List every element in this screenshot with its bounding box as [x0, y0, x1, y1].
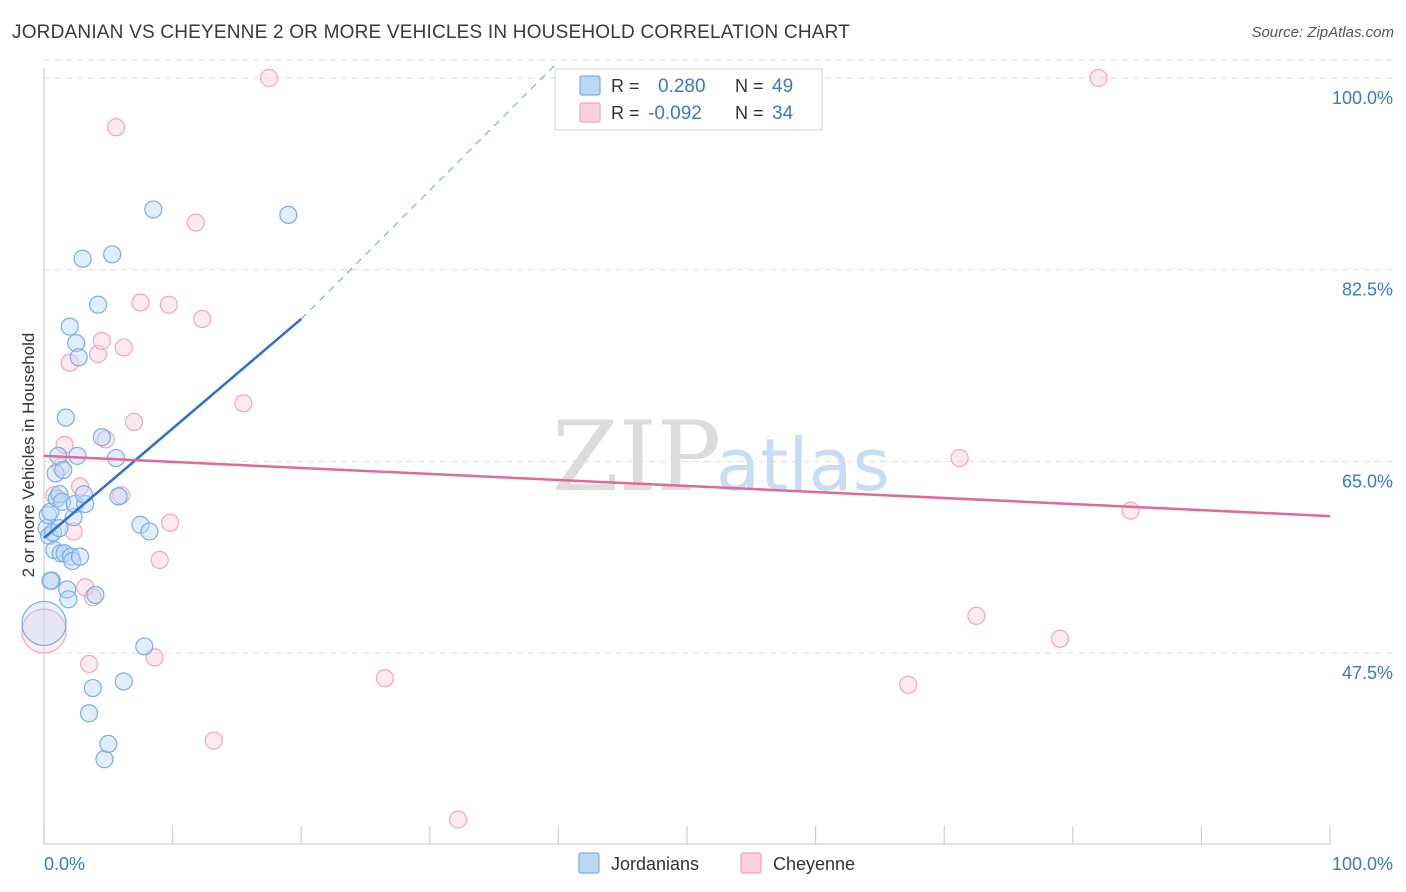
legend-n-value-jordanians: 49	[772, 76, 793, 97]
cheyenne-point-28	[448, 810, 468, 829]
x-tick-label-100: 100.0%	[1332, 854, 1393, 874]
cheyenne-point-21	[160, 513, 180, 532]
cheyenne-point-29	[899, 675, 918, 694]
legend-r-label-cheyenne: R =	[611, 103, 640, 123]
gridlines	[43, 59, 1393, 844]
y-axis-label: 2 or more Vehicles in Household	[19, 333, 38, 578]
jordanians-points	[21, 200, 298, 769]
cheyenne-point-4	[60, 353, 79, 372]
jordanians-point-22	[64, 508, 83, 527]
jordanians-point-30	[83, 678, 102, 698]
cheyenne-point-27	[375, 669, 394, 688]
y-tick-label-2: 82.5%	[1342, 280, 1393, 300]
jordanians-point-24	[67, 333, 86, 353]
jordanians-point-18	[59, 590, 78, 609]
series-legend-label-jordanians: Jordanians	[611, 854, 699, 874]
jordanians-point-45	[41, 571, 60, 590]
legend-r-value-jordanians: 0.280	[658, 76, 706, 97]
cheyenne-points	[21, 68, 1140, 829]
cheyenne-point-23	[193, 309, 212, 329]
jordanians-point-43	[144, 200, 163, 219]
jordanians-point-2	[38, 505, 57, 525]
cheyenne-point-9	[83, 588, 102, 607]
jordanians-point-32	[88, 295, 108, 314]
legend-n-value-cheyenne: 34	[772, 103, 794, 124]
jordanians-point-35	[99, 734, 118, 754]
cheyenne-point-26	[259, 68, 279, 88]
cheyenne-point-33	[1089, 68, 1108, 88]
y-tick-label-1: 65.0%	[1342, 471, 1393, 491]
legend-r-label-jordanians: R =	[611, 76, 640, 96]
jordanians-point-47	[70, 547, 90, 566]
y-axis-label-group: 2 or more Vehicles in Household	[19, 333, 38, 578]
legend-swatch-jordanians	[579, 75, 601, 96]
cheyenne-point-17	[131, 293, 150, 312]
jordanians-point-19	[60, 317, 79, 336]
jordanians-point-25	[68, 446, 87, 465]
cheyenne-point-22	[186, 213, 205, 232]
jordanians-point-26	[69, 348, 88, 367]
trend-lines	[43, 61, 1331, 539]
legend-n-label-jordanians: N =	[735, 76, 764, 96]
jordanians-point-44	[279, 205, 298, 225]
jordanians-point-17	[58, 580, 77, 599]
series-legend-label-cheyenne: Cheyenne	[773, 854, 855, 874]
series-legend-swatch-cheyenne	[740, 852, 762, 874]
y-tick-label-0: 47.5%	[1342, 663, 1393, 683]
watermark-zip: ZIP	[552, 401, 721, 513]
cheyenne-point-16	[124, 412, 144, 432]
chart-title: JORDANIAN VS CHEYENNE 2 OR MORE VEHICLES…	[12, 22, 851, 43]
jordanians-point-46	[50, 519, 69, 538]
jordanians-point-38	[109, 487, 128, 506]
y-tick-label-3: 100.0%	[1332, 88, 1393, 108]
jordanians-point-0	[21, 600, 67, 647]
x-tick-label-0: 0.0%	[44, 854, 85, 874]
zipatlas-watermark: ZIP atlas	[552, 401, 890, 513]
jordanians-point-29	[79, 704, 99, 723]
cheyenne-point-19	[150, 550, 169, 570]
cheyenne-point-25	[234, 394, 253, 413]
jordanians-point-36	[103, 245, 122, 264]
cheyenne-point-8	[79, 654, 99, 674]
cheyenne-trend-line	[43, 454, 1331, 518]
cheyenne-point-34	[1121, 501, 1140, 520]
jordanians-point-40	[131, 515, 150, 534]
legend-r-value-cheyenne: -0.092	[648, 103, 702, 124]
cheyenne-point-15	[114, 338, 133, 357]
cheyenne-point-7	[76, 578, 95, 597]
cheyenne-point-20	[159, 295, 178, 314]
cheyenne-point-30	[950, 448, 969, 468]
jordanians-point-27	[73, 249, 92, 268]
cheyenne-point-31	[967, 606, 986, 625]
cheyenne-point-3	[55, 435, 74, 455]
stats-legend: R = 0.280 N = 49 R = -0.092 N = 34	[554, 68, 823, 131]
source-credit: Source: ZipAtlas.com	[1251, 24, 1394, 41]
y-tick-labels: 47.5% 65.0% 82.5% 100.0%	[1332, 88, 1393, 683]
legend-swatch-cheyenne	[579, 102, 601, 123]
jordanians-point-41	[135, 637, 154, 656]
jordanians-point-39	[114, 672, 133, 691]
series-legend: Jordanians Cheyenne	[578, 852, 855, 874]
jordanians-point-14	[54, 460, 73, 480]
jordanians-point-31	[86, 585, 105, 605]
x-tick-labels: 0.0% 100.0%	[44, 854, 1393, 874]
series-legend-swatch-jordanians	[578, 852, 600, 874]
jordanians-point-34	[95, 750, 114, 769]
jordanians-point-16	[56, 408, 75, 427]
cheyenne-point-11	[92, 331, 111, 350]
jordanians-point-42	[140, 522, 159, 541]
cheyenne-point-5	[64, 522, 83, 541]
cheyenne-point-32	[1050, 629, 1070, 648]
legend-n-label-cheyenne: N =	[735, 103, 764, 123]
jordanians-trend-extension	[300, 61, 559, 320]
jordanians-point-33	[92, 428, 111, 447]
cheyenne-point-13	[106, 118, 126, 137]
jordanians-trend-line	[43, 318, 303, 539]
cheyenne-point-24	[204, 731, 223, 750]
